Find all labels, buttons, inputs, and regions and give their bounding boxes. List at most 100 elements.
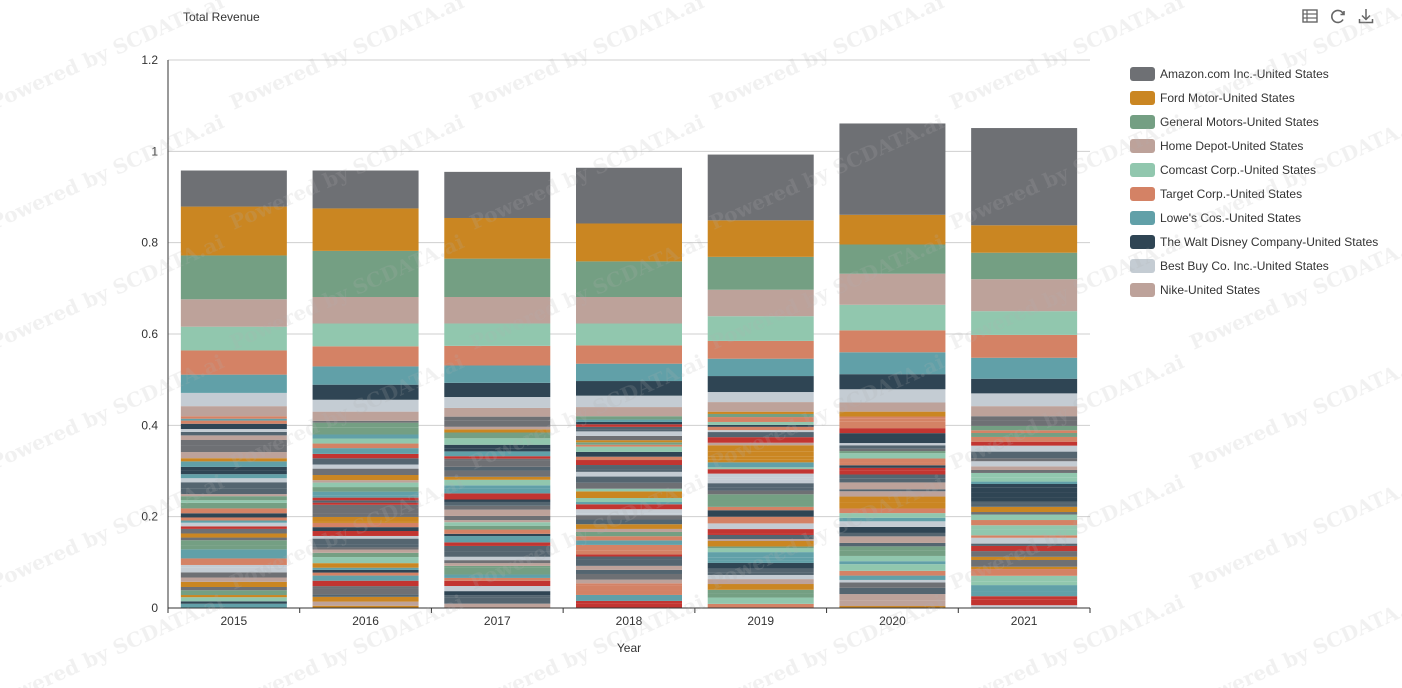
bar-segment-other — [312, 500, 419, 503]
legend-label: Best Buy Co. Inc.-United States — [1160, 259, 1329, 273]
bar-segment — [576, 363, 682, 382]
legend-label: General Motors-United States — [1160, 115, 1319, 129]
legend-label: Amazon.com Inc.-United States — [1160, 67, 1329, 81]
bar-segment-other — [180, 572, 287, 578]
bar-segment-other — [444, 533, 551, 537]
bar-segment-other — [576, 426, 682, 430]
bar-segment-other — [707, 579, 814, 585]
bar-segment-other — [839, 564, 946, 571]
legend-item[interactable]: Comcast Corp.-United States — [1130, 158, 1378, 182]
legend-item[interactable]: Amazon.com Inc.-United States — [1130, 62, 1378, 86]
bar-segment-other — [707, 603, 814, 608]
bar-segment-other — [576, 460, 682, 466]
bar-segment-other — [576, 569, 682, 574]
bar-segment-other — [971, 529, 1078, 536]
download-icon[interactable] — [1356, 6, 1376, 26]
legend-swatch — [1130, 115, 1155, 129]
bar-segment-other — [444, 560, 551, 564]
bar-segment-other — [576, 556, 682, 560]
bar-segment-other — [971, 599, 1078, 606]
bar-segment-other — [444, 597, 551, 604]
legend-item[interactable]: General Motors-United States — [1130, 110, 1378, 134]
bar-segment-other — [444, 501, 551, 506]
bar-segment-other — [839, 517, 946, 522]
bar-segment-other — [444, 470, 551, 477]
legend-item[interactable]: The Walt Disney Company-United States — [1130, 230, 1378, 254]
bar-segment-other — [312, 453, 419, 459]
legend-swatch — [1130, 259, 1155, 273]
legend-item[interactable]: Ford Motor-United States — [1130, 86, 1378, 110]
bar-segment-other — [576, 502, 682, 505]
legend-swatch — [1130, 67, 1155, 81]
bar-segment-other — [180, 590, 287, 596]
bar-segment — [839, 352, 946, 375]
bar-segment-other — [707, 473, 814, 478]
bar-segment-other — [576, 594, 682, 601]
bar-segment-other — [707, 462, 814, 468]
bar-segment-other — [180, 416, 287, 419]
bar-segment-other — [839, 421, 946, 429]
legend-item[interactable]: Target Corp.-United States — [1130, 182, 1378, 206]
bar-segment-other — [707, 589, 814, 594]
bar-segment — [839, 402, 946, 412]
y-tick-label: 0.6 — [141, 327, 158, 341]
bar-segment-other — [971, 569, 1078, 576]
bar-segment-other — [839, 526, 946, 533]
bar-segment-other — [180, 595, 287, 598]
bar-segment-other — [312, 522, 419, 528]
legend-item[interactable]: Home Depot-United States — [1130, 134, 1378, 158]
bar-segment-other — [312, 422, 419, 428]
bar-segment-other — [707, 574, 814, 580]
bar-segment-other — [839, 451, 946, 454]
bar-segment-other — [576, 600, 682, 604]
bar-segment-other — [707, 557, 814, 561]
bar-segment — [180, 255, 287, 300]
bar-segment-other — [576, 519, 682, 525]
bar-segment-other — [444, 515, 551, 521]
bar-segment-other — [576, 416, 682, 420]
bar-segment-other — [180, 533, 287, 538]
legend-item[interactable]: Best Buy Co. Inc.-United States — [1130, 254, 1378, 278]
legend-label: Target Corp.-United States — [1160, 187, 1303, 201]
bar-segment-other — [839, 474, 946, 479]
bar-segment-other — [971, 503, 1078, 507]
bar-segment-other — [444, 448, 551, 452]
data-view-icon[interactable] — [1300, 6, 1320, 26]
bar-segment-other — [180, 540, 287, 546]
bar-segment-other — [576, 429, 682, 432]
bar-segment-other — [312, 504, 419, 509]
bar-segment-other — [180, 500, 287, 503]
legend-item[interactable]: Lowe's Cos.-United States — [1130, 206, 1378, 230]
bar-segment-other — [312, 491, 419, 496]
bar-segment-other — [180, 458, 287, 462]
bar-segment-other — [180, 423, 287, 430]
bar-segment-other — [312, 557, 419, 564]
refresh-icon[interactable] — [1328, 6, 1348, 26]
bar-segment — [839, 389, 946, 403]
toolbox — [1300, 6, 1376, 26]
bar-segment-other — [707, 487, 814, 491]
legend-swatch — [1130, 163, 1155, 177]
bar-segment — [576, 261, 682, 298]
bar-segment-other — [444, 580, 551, 586]
legend-item[interactable]: Nike-United States — [1130, 278, 1378, 302]
bar-segment-other — [312, 549, 419, 553]
bar-segment-other — [971, 520, 1078, 526]
bar-segment-other — [444, 444, 551, 449]
bar-segment — [312, 384, 419, 400]
bar-segment-other — [839, 555, 946, 562]
bar-segment-other — [576, 590, 682, 595]
bar-segment-other — [576, 471, 682, 477]
bar-segment-other — [971, 585, 1078, 592]
bar-segment — [444, 382, 551, 398]
bar-segment-other — [971, 551, 1078, 557]
bar-segment-other — [971, 543, 1078, 546]
bar-segment-other — [312, 497, 419, 501]
bar-segment-other — [312, 596, 419, 602]
bar-segment-other — [707, 510, 814, 517]
bar-segment — [444, 171, 551, 218]
bar-segment-other — [971, 492, 1078, 498]
bar-segment-other — [312, 538, 419, 545]
bar-segment-other — [180, 470, 287, 475]
